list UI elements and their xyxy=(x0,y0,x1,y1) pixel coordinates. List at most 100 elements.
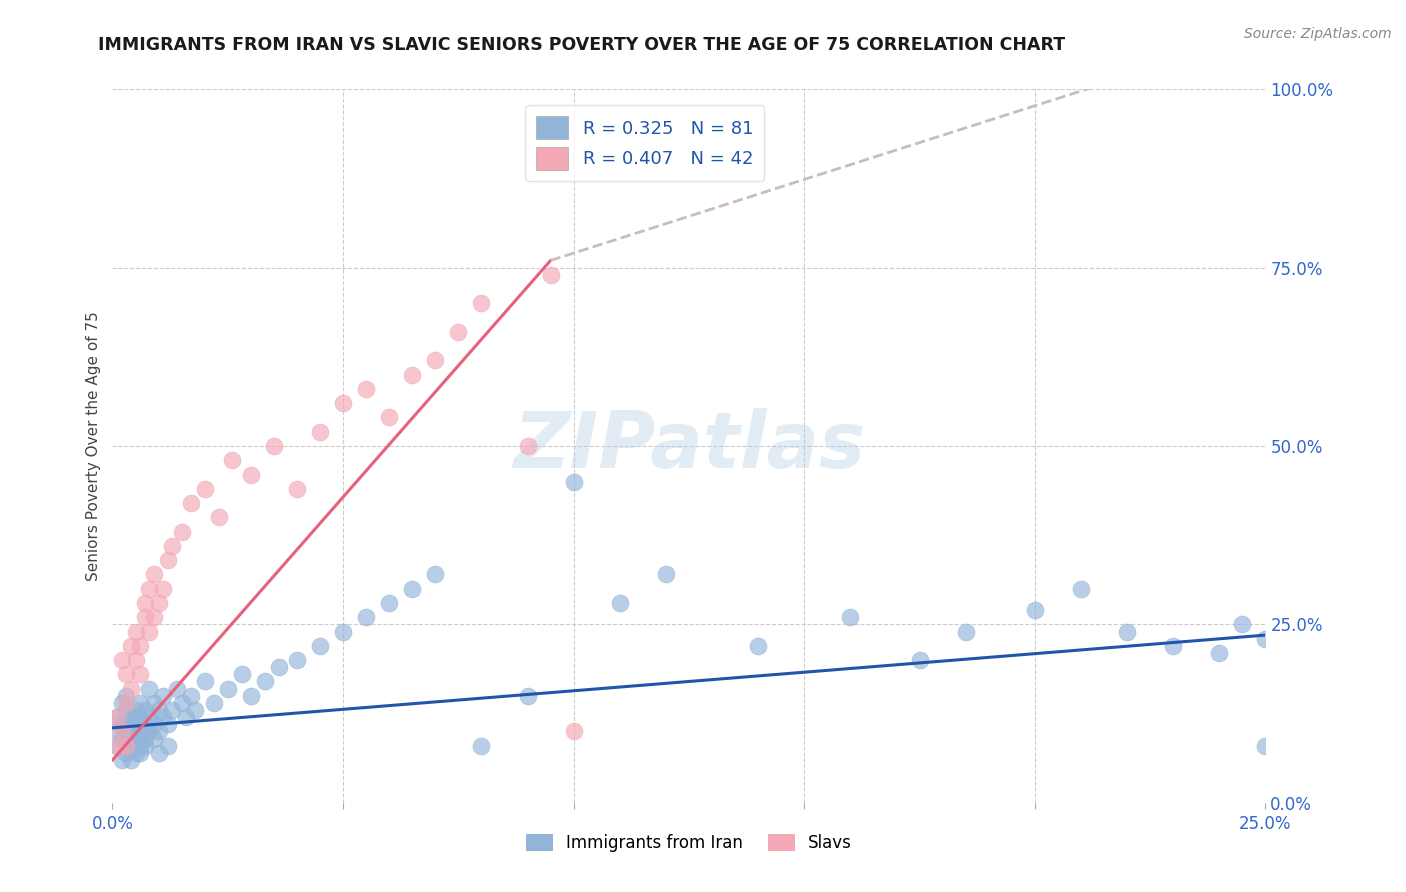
Point xyxy=(124,717,146,731)
Point xyxy=(194,674,217,689)
Point xyxy=(120,639,142,653)
Point xyxy=(747,639,769,653)
Point xyxy=(231,667,253,681)
Point xyxy=(655,567,678,582)
Point xyxy=(221,453,243,467)
Point xyxy=(470,296,492,310)
Point xyxy=(138,710,160,724)
Point xyxy=(129,724,152,739)
Point xyxy=(111,731,134,746)
Point xyxy=(839,610,862,624)
Point xyxy=(378,410,401,425)
Point xyxy=(285,482,308,496)
Point xyxy=(129,739,152,753)
Point xyxy=(152,710,174,724)
Point xyxy=(138,724,160,739)
Point xyxy=(148,746,170,760)
Text: ZIPatlas: ZIPatlas xyxy=(513,408,865,484)
Point xyxy=(129,696,152,710)
Point xyxy=(401,368,423,382)
Point xyxy=(562,475,585,489)
Point xyxy=(401,582,423,596)
Point xyxy=(124,653,146,667)
Point xyxy=(354,610,377,624)
Point xyxy=(115,667,138,681)
Point xyxy=(138,582,160,596)
Point xyxy=(105,739,128,753)
Point xyxy=(129,639,152,653)
Point xyxy=(562,724,585,739)
Point xyxy=(162,539,184,553)
Point xyxy=(540,268,562,282)
Point xyxy=(162,703,184,717)
Point xyxy=(120,739,142,753)
Point xyxy=(447,325,470,339)
Point xyxy=(378,596,401,610)
Point xyxy=(115,696,138,710)
Point xyxy=(174,710,197,724)
Point xyxy=(180,496,202,510)
Legend: Immigrants from Iran, Slavs: Immigrants from Iran, Slavs xyxy=(519,827,859,859)
Point xyxy=(143,610,166,624)
Point xyxy=(156,553,179,567)
Point xyxy=(425,353,447,368)
Point xyxy=(1116,624,1139,639)
Point xyxy=(134,703,156,717)
Point xyxy=(138,624,160,639)
Point xyxy=(134,731,156,746)
Point xyxy=(143,731,166,746)
Point xyxy=(105,739,128,753)
Point xyxy=(955,624,977,639)
Point xyxy=(1232,617,1254,632)
Point xyxy=(115,739,138,753)
Point xyxy=(124,703,146,717)
Point xyxy=(111,696,134,710)
Point xyxy=(111,653,134,667)
Point xyxy=(105,710,128,724)
Point xyxy=(129,746,152,760)
Point xyxy=(134,739,156,753)
Point xyxy=(1161,639,1184,653)
Point xyxy=(115,703,138,717)
Point xyxy=(148,724,170,739)
Point xyxy=(115,739,138,753)
Point xyxy=(239,689,262,703)
Point xyxy=(516,689,538,703)
Point xyxy=(120,681,142,696)
Point xyxy=(207,510,229,524)
Y-axis label: Seniors Poverty Over the Age of 75: Seniors Poverty Over the Age of 75 xyxy=(86,311,101,581)
Point xyxy=(194,482,217,496)
Point xyxy=(115,717,138,731)
Point xyxy=(1208,646,1230,660)
Point xyxy=(253,674,276,689)
Point xyxy=(354,382,377,396)
Point xyxy=(120,753,142,767)
Point xyxy=(134,717,156,731)
Point xyxy=(166,681,188,696)
Point xyxy=(120,710,142,724)
Point xyxy=(908,653,931,667)
Point xyxy=(156,739,179,753)
Point xyxy=(143,567,166,582)
Point xyxy=(115,746,138,760)
Point xyxy=(111,717,134,731)
Point xyxy=(115,689,138,703)
Point xyxy=(152,689,174,703)
Point xyxy=(470,739,492,753)
Point xyxy=(1254,632,1277,646)
Point xyxy=(516,439,538,453)
Point xyxy=(129,710,152,724)
Point xyxy=(105,710,128,724)
Point xyxy=(239,467,262,482)
Point xyxy=(1254,739,1277,753)
Point xyxy=(202,696,225,710)
Point xyxy=(285,653,308,667)
Point xyxy=(124,731,146,746)
Point xyxy=(111,753,134,767)
Point xyxy=(309,425,332,439)
Point xyxy=(129,667,152,681)
Point xyxy=(267,660,290,674)
Point xyxy=(124,746,146,760)
Text: IMMIGRANTS FROM IRAN VS SLAVIC SENIORS POVERTY OVER THE AGE OF 75 CORRELATION CH: IMMIGRANTS FROM IRAN VS SLAVIC SENIORS P… xyxy=(98,36,1066,54)
Point xyxy=(1070,582,1092,596)
